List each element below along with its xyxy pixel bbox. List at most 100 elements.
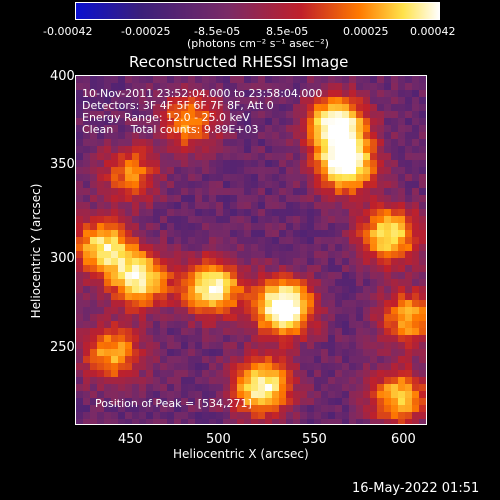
heatmap-cell [300, 370, 307, 377]
heatmap-cell [370, 223, 377, 230]
heatmap-cell [377, 237, 384, 244]
heatmap-cell [125, 419, 132, 424]
heatmap-cell [258, 258, 265, 265]
heatmap-cell [125, 111, 132, 118]
heatmap-cell [209, 174, 216, 181]
heatmap-cell [230, 391, 237, 398]
heatmap-cell [391, 132, 398, 139]
heatmap-cell [160, 279, 167, 286]
heatmap-cell [251, 97, 258, 104]
heatmap-cell [76, 391, 83, 398]
heatmap-cell [335, 174, 342, 181]
heatmap-cell [125, 146, 132, 153]
heatmap-cell [321, 237, 328, 244]
heatmap-cell [216, 97, 223, 104]
heatmap-cell [97, 342, 104, 349]
heatmap-cell [419, 293, 426, 300]
heatmap-cell [363, 335, 370, 342]
heatmap-cell [153, 265, 160, 272]
heatmap-cell [335, 335, 342, 342]
heatmap-cell [195, 223, 202, 230]
heatmap-cell [370, 153, 377, 160]
heatmap-cell [265, 132, 272, 139]
heatmap-cell [244, 132, 251, 139]
heatmap-cell [160, 335, 167, 342]
heatmap-cell [146, 335, 153, 342]
heatmap-cell [419, 286, 426, 293]
heatmap-cell [377, 258, 384, 265]
heatmap-cell [111, 272, 118, 279]
heatmap-cell [279, 370, 286, 377]
heatmap-cell [314, 405, 321, 412]
heatmap-cell [125, 251, 132, 258]
heatmap-cell [76, 223, 83, 230]
heatmap-cell [104, 237, 111, 244]
heatmap-cell [363, 300, 370, 307]
heatmap-cell [391, 391, 398, 398]
heatmap-cell [237, 279, 244, 286]
heatmap-cell [314, 349, 321, 356]
heatmap-cell [286, 132, 293, 139]
heatmap-cell [321, 167, 328, 174]
heatmap-cell [321, 412, 328, 419]
heatmap-cell [118, 335, 125, 342]
heatmap-cell [111, 90, 118, 97]
heatmap-cell [111, 328, 118, 335]
heatmap-cell [391, 230, 398, 237]
heatmap-cell [391, 398, 398, 405]
heatmap-cell [160, 405, 167, 412]
heatmap-cell [405, 132, 412, 139]
heatmap-cell [258, 293, 265, 300]
heatmap-cell [174, 188, 181, 195]
heatmap-cell [97, 230, 104, 237]
heatmap-cell [111, 195, 118, 202]
heatmap-cell [97, 384, 104, 391]
heatmap-cell [167, 328, 174, 335]
heatmap-cell [300, 90, 307, 97]
heatmap-cell [335, 314, 342, 321]
heatmap-cell [139, 370, 146, 377]
heatmap-cell [118, 314, 125, 321]
heatmap-cell [279, 342, 286, 349]
heatmap-cell [314, 104, 321, 111]
heatmap-cell [111, 391, 118, 398]
heatmap-cell [125, 391, 132, 398]
heatmap-cell [314, 244, 321, 251]
heatmap-cell [251, 139, 258, 146]
heatmap-cell [216, 174, 223, 181]
heatmap-cell [104, 188, 111, 195]
heatmap-cell [384, 181, 391, 188]
heatmap-cell [209, 342, 216, 349]
heatmap-cell [90, 153, 97, 160]
heatmap-cell [146, 195, 153, 202]
heatmap-cell [391, 307, 398, 314]
heatmap-cell [139, 419, 146, 424]
heatmap-cell [230, 321, 237, 328]
heatmap-cell [398, 384, 405, 391]
heatmap-cell [258, 412, 265, 419]
heatmap-cell [230, 412, 237, 419]
heatmap-cell [321, 405, 328, 412]
heatmap-cell [202, 174, 209, 181]
heatmap-cell [223, 419, 230, 424]
heatmap-cell [111, 188, 118, 195]
heatmap-cell [356, 202, 363, 209]
heatmap-cell [230, 419, 237, 424]
heatmap-cell [335, 181, 342, 188]
heatmap-cell [237, 328, 244, 335]
heatmap-cell [244, 321, 251, 328]
heatmap-cell [174, 398, 181, 405]
heatmap-cell [293, 167, 300, 174]
heatmap-cell [349, 83, 356, 90]
heatmap-cell [244, 307, 251, 314]
heatmap-cell [412, 174, 419, 181]
heatmap-cell [251, 391, 258, 398]
heatmap-cell [342, 314, 349, 321]
heatmap-cell [83, 76, 90, 83]
heatmap-cell [265, 419, 272, 424]
heatmap-cell [90, 405, 97, 412]
heatmap-cell [237, 181, 244, 188]
heatmap-cell [223, 279, 230, 286]
heatmap-cell [293, 188, 300, 195]
heatmap-cell [314, 209, 321, 216]
